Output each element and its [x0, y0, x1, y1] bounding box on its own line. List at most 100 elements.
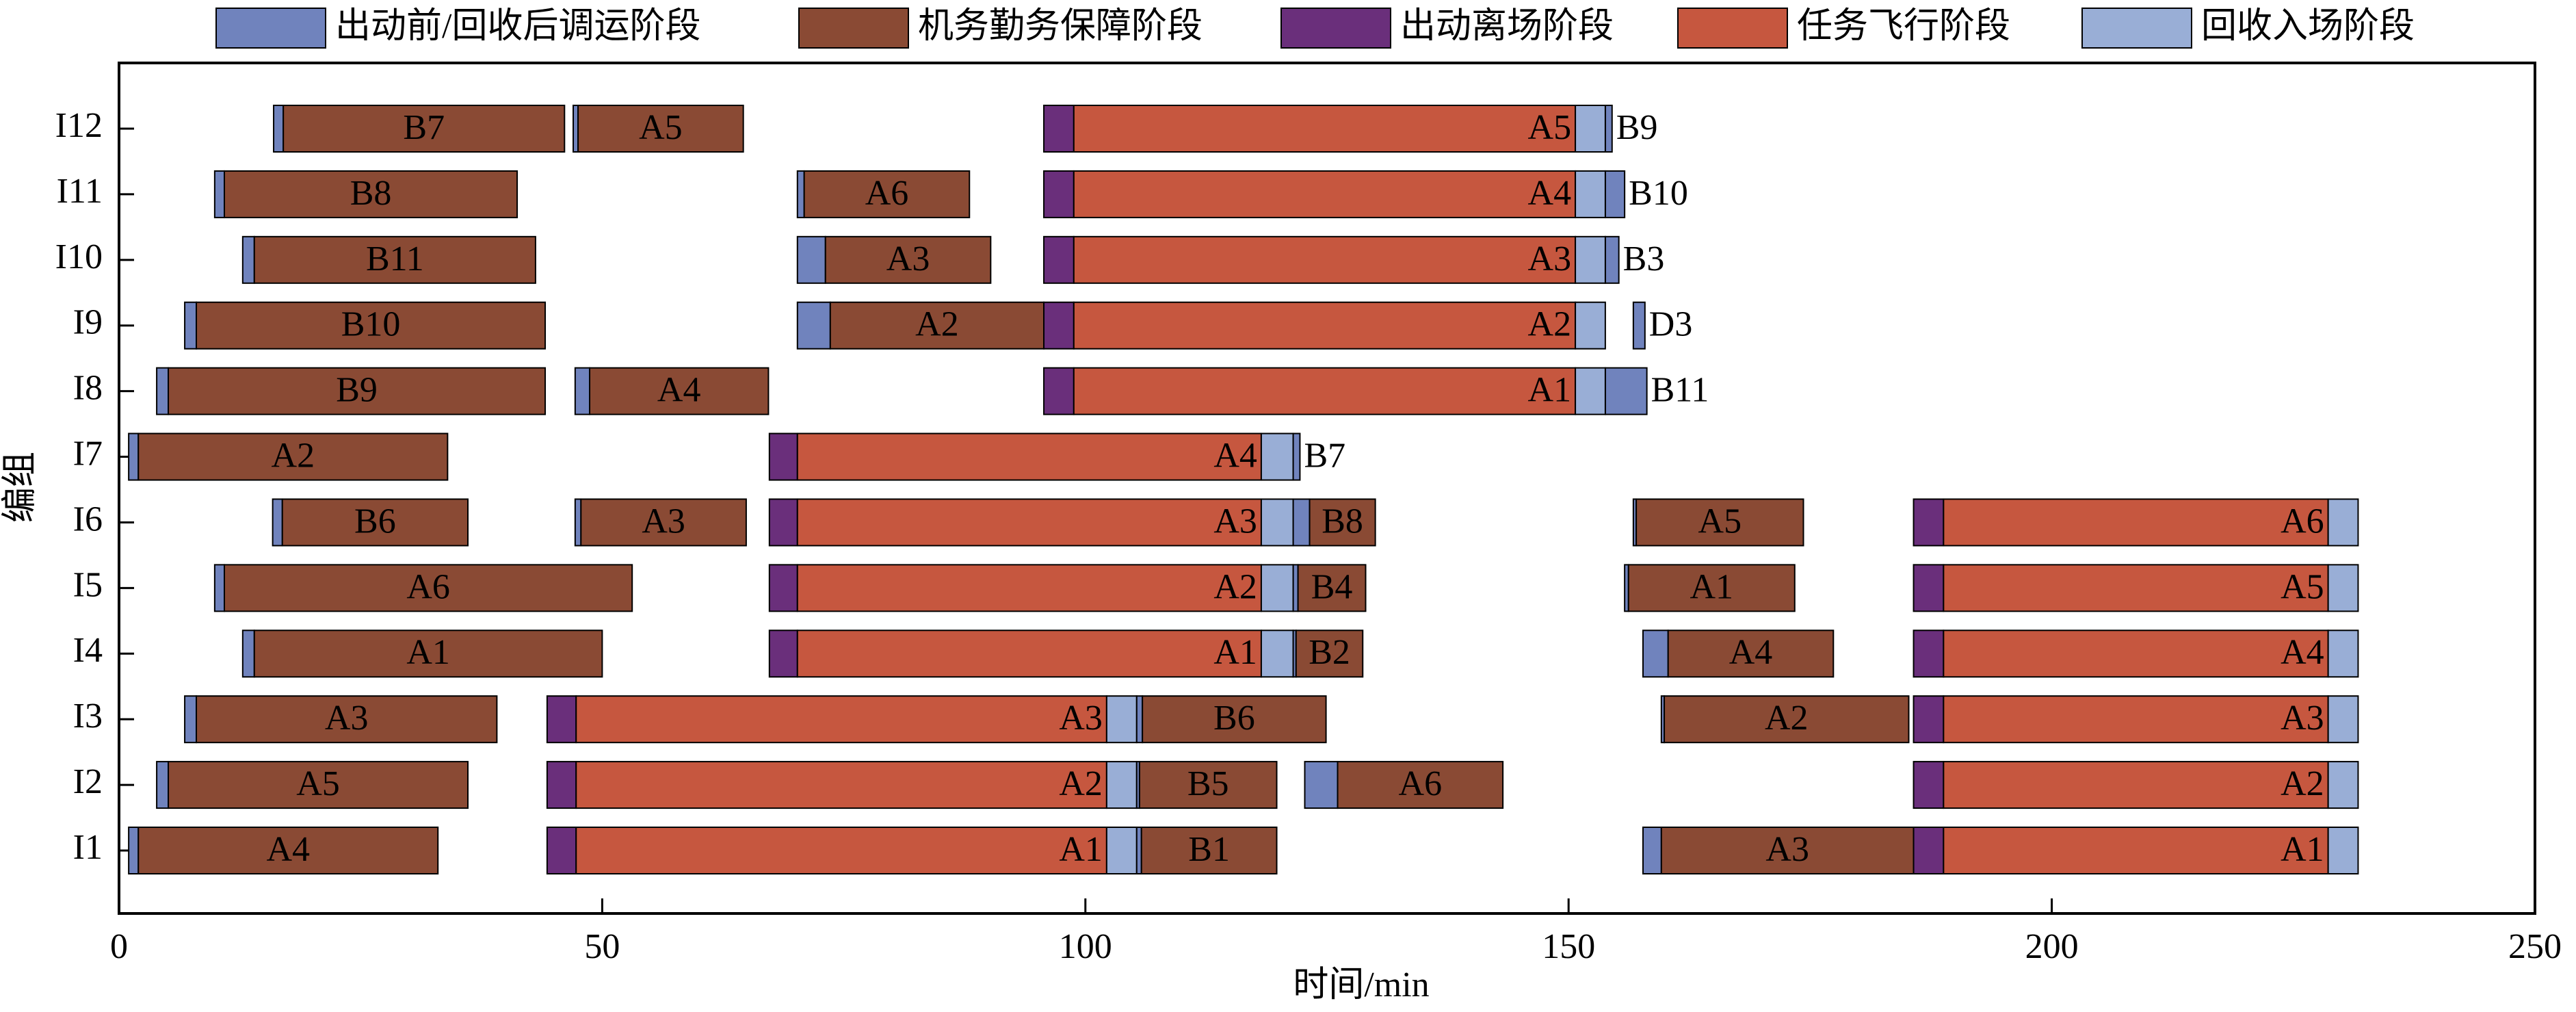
task-bar — [2327, 761, 2359, 809]
task-label: A4 — [1729, 633, 1773, 672]
task-bar — [196, 695, 498, 744]
task-bar — [796, 432, 1262, 481]
task-bar — [1043, 105, 1075, 153]
x-tick-label: 200 — [2025, 927, 2079, 966]
task-bar — [156, 761, 170, 809]
task-label: B2 — [1309, 633, 1350, 672]
task-bar — [824, 235, 992, 284]
task-label: A5 — [1528, 108, 1572, 147]
task-bar — [128, 827, 140, 874]
task-bar — [575, 761, 1107, 809]
task-label: A3 — [886, 239, 930, 278]
task-label: A2 — [272, 436, 315, 475]
task-bar — [1043, 367, 1075, 415]
task-label: B6 — [354, 502, 396, 541]
task-bar — [1943, 630, 2329, 678]
y-tick-label: I10 — [55, 237, 103, 276]
task-bar — [1913, 564, 1945, 612]
task-bar — [1575, 301, 1606, 350]
task-label: B5 — [1187, 764, 1229, 803]
task-label: B10 — [341, 305, 401, 344]
task-bar — [1138, 761, 1278, 809]
y-tick-label: I8 — [73, 369, 103, 408]
task-bar — [1642, 827, 1662, 874]
task-bar — [768, 498, 798, 547]
task-bar — [1627, 564, 1796, 612]
task-label: B9 — [336, 371, 378, 410]
task-label: A1 — [1528, 371, 1572, 410]
task-bar — [577, 105, 744, 153]
task-label: B7 — [1304, 436, 1345, 475]
task-bar — [1635, 498, 1804, 547]
task-bar — [184, 695, 198, 744]
task-bar — [281, 498, 469, 547]
task-bar — [1043, 235, 1075, 284]
task-label: A1 — [1690, 567, 1734, 606]
task-bar — [1142, 695, 1327, 744]
task-label: B10 — [1629, 174, 1688, 213]
task-bar — [574, 367, 591, 415]
task-bar — [1642, 630, 1669, 678]
task-bar — [1604, 105, 1613, 153]
task-label: A3 — [1765, 830, 1809, 869]
task-bar — [1073, 235, 1577, 284]
task-label: A4 — [1528, 174, 1572, 213]
task-bar — [1105, 827, 1138, 874]
task-bar — [213, 170, 225, 218]
task-bar — [253, 630, 603, 678]
task-bar — [1135, 695, 1144, 744]
task-bar — [1073, 301, 1577, 350]
task-label: A2 — [2281, 764, 2324, 803]
task-label: A6 — [406, 567, 450, 606]
task-bar — [1140, 827, 1278, 874]
task-bar — [768, 432, 798, 481]
task-bar — [1260, 498, 1294, 547]
task-bar — [241, 630, 255, 678]
task-label: A6 — [1399, 764, 1443, 803]
task-bar — [1043, 170, 1075, 218]
legend-label: 回收入场阶段 — [2201, 7, 2415, 46]
task-bar — [1295, 630, 1364, 678]
task-label: A3 — [1213, 502, 1257, 541]
task-bar — [2327, 695, 2359, 744]
task-bar — [1913, 695, 1945, 744]
task-bar — [1604, 170, 1626, 218]
legend-label: 出动离场阶段 — [1400, 7, 1614, 46]
y-tick-label: I12 — [55, 106, 103, 145]
task-bar — [1297, 564, 1367, 612]
task-bar — [1105, 695, 1138, 744]
y-tick-label: I4 — [73, 631, 103, 670]
task-bar — [1943, 564, 2329, 612]
task-label: A3 — [642, 502, 685, 541]
y-tick-label: I5 — [73, 565, 103, 604]
task-bar — [796, 564, 1262, 612]
task-label: A2 — [915, 305, 959, 344]
task-bar — [1913, 498, 1945, 547]
legend-swatch — [1677, 8, 1788, 49]
task-label: B8 — [350, 174, 392, 213]
task-bar — [2327, 498, 2359, 547]
task-bar — [803, 170, 971, 218]
x-tick-label: 0 — [110, 927, 128, 966]
x-tick-label: 50 — [584, 927, 620, 966]
task-label: A1 — [1059, 830, 1103, 869]
task-bar — [546, 827, 577, 874]
task-bar — [1073, 367, 1577, 415]
task-bar — [589, 367, 770, 415]
task-bar — [241, 235, 255, 284]
task-label: A5 — [2281, 567, 2324, 606]
task-bar — [223, 564, 633, 612]
task-bar — [1667, 630, 1835, 678]
task-label: A6 — [865, 174, 909, 213]
task-label: A3 — [1528, 239, 1572, 278]
task-bar — [1043, 301, 1075, 350]
task-label: A2 — [1059, 764, 1103, 803]
task-label: A1 — [406, 633, 450, 672]
task-bar — [1943, 761, 2329, 809]
y-tick-label: I2 — [73, 762, 103, 801]
task-bar — [156, 367, 170, 415]
task-bar — [1943, 498, 2329, 547]
task-bar — [196, 301, 547, 350]
task-bar — [1943, 695, 2329, 744]
